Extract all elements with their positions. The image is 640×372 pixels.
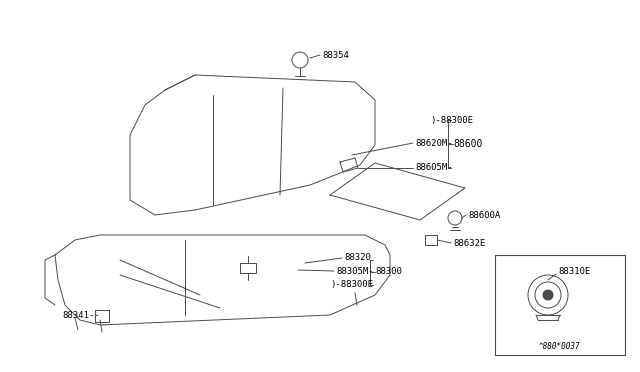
Text: )-88300E: )-88300E [430, 115, 473, 125]
Text: ^880*0037: ^880*0037 [539, 342, 581, 351]
Text: 88600A: 88600A [468, 211, 500, 219]
Text: 88300: 88300 [375, 267, 402, 276]
Text: 88354: 88354 [322, 51, 349, 60]
Bar [495, 255, 625, 355]
Text: 88310E: 88310E [558, 267, 590, 276]
Text: 88600: 88600 [453, 139, 483, 149]
Text: )-88300E: )-88300E [330, 280, 373, 289]
Text: 88305M-: 88305M- [336, 266, 374, 276]
Circle shape [543, 290, 553, 300]
Text: 88320: 88320 [344, 253, 371, 263]
Text: 88341-: 88341- [62, 311, 94, 320]
Text: 88620M-: 88620M- [415, 138, 452, 148]
Text: 88632E: 88632E [453, 238, 485, 247]
Text: 88605M-: 88605M- [415, 164, 452, 173]
